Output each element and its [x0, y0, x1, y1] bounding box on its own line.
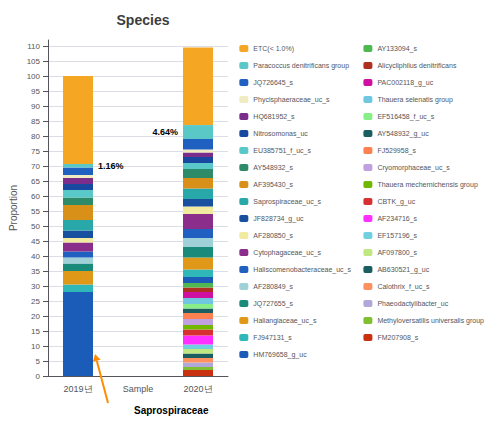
svg-text:60: 60	[31, 192, 40, 201]
svg-text:Saprospiraceae_uc_s: Saprospiraceae_uc_s	[253, 198, 321, 206]
svg-text:AY548932_s: AY548932_s	[253, 164, 293, 172]
svg-text:65: 65	[31, 177, 40, 186]
svg-text:Phaeodactylibacter_uc: Phaeodactylibacter_uc	[377, 300, 448, 308]
svg-text:30: 30	[31, 282, 40, 291]
svg-text:AF280850_s: AF280850_s	[253, 232, 293, 240]
svg-text:AB630521_g_uc: AB630521_g_uc	[377, 266, 429, 274]
svg-text:75: 75	[31, 147, 40, 156]
svg-text:40: 40	[31, 252, 40, 261]
svg-text:35: 35	[31, 267, 40, 276]
svg-text:100: 100	[27, 72, 41, 81]
svg-text:85: 85	[31, 117, 40, 126]
svg-text:2020년: 2020년	[183, 384, 212, 394]
svg-text:25: 25	[31, 297, 40, 306]
svg-text:1.16%: 1.16%	[98, 161, 124, 171]
svg-text:AY133094_s: AY133094_s	[377, 45, 417, 53]
svg-text:FJ947131_s: FJ947131_s	[253, 334, 292, 342]
svg-text:JQ726645_s: JQ726645_s	[253, 79, 293, 87]
svg-text:90: 90	[31, 102, 40, 111]
svg-text:Cryomorphaceae_uc_s: Cryomorphaceae_uc_s	[377, 164, 450, 172]
svg-text:110: 110	[27, 42, 40, 51]
svg-text:Proportion: Proportion	[8, 185, 19, 231]
svg-text:AY548932_g_uc: AY548932_g_uc	[377, 130, 429, 138]
svg-text:Thauera selenatis group: Thauera selenatis group	[377, 96, 453, 104]
svg-text:Sample: Sample	[123, 384, 154, 394]
svg-text:10: 10	[31, 342, 40, 351]
svg-text:CBTK_g_uc: CBTK_g_uc	[377, 198, 415, 206]
svg-text:FJ529958_s: FJ529958_s	[377, 147, 416, 155]
svg-text:70: 70	[31, 162, 40, 171]
svg-text:JQ727655_s: JQ727655_s	[253, 300, 293, 308]
svg-text:Haliangiaceae_uc_s: Haliangiaceae_uc_s	[253, 317, 317, 325]
svg-text:4.64%: 4.64%	[152, 127, 178, 137]
svg-text:HQ681952_s: HQ681952_s	[253, 113, 295, 121]
svg-text:20: 20	[31, 312, 40, 321]
svg-text:0: 0	[36, 372, 41, 381]
svg-text:50: 50	[31, 222, 40, 231]
svg-text:105: 105	[27, 57, 41, 66]
svg-text:5: 5	[36, 357, 41, 366]
svg-text:Alicycliphilus denitrificans: Alicycliphilus denitrificans	[377, 62, 456, 70]
svg-text:AF097800_s: AF097800_s	[377, 249, 417, 257]
svg-text:Nitrosomonas_uc: Nitrosomonas_uc	[253, 130, 308, 138]
svg-text:15: 15	[31, 327, 40, 336]
svg-text:ETC(< 1.0%): ETC(< 1.0%)	[253, 45, 294, 53]
svg-text:2019년: 2019년	[63, 384, 92, 394]
svg-text:FM207908_s: FM207908_s	[377, 334, 418, 342]
svg-text:PAC002118_g_uc: PAC002118_g_uc	[377, 79, 433, 87]
svg-text:Haliscomenobacteraceae_uc_s: Haliscomenobacteraceae_uc_s	[253, 266, 351, 274]
svg-text:EU385751_f_uc_s: EU385751_f_uc_s	[253, 147, 311, 155]
svg-text:55: 55	[31, 207, 40, 216]
svg-text:80: 80	[31, 132, 40, 141]
svg-text:Calothrix_f_uc_s: Calothrix_f_uc_s	[377, 283, 430, 291]
svg-text:AF280849_s: AF280849_s	[253, 283, 293, 291]
svg-text:95: 95	[31, 87, 40, 96]
svg-text:AF395430_s: AF395430_s	[253, 181, 293, 189]
svg-text:Species: Species	[117, 12, 170, 28]
svg-text:Saprospiraceae: Saprospiraceae	[134, 405, 209, 416]
svg-text:Methyloversatilis universalis: Methyloversatilis universalis group	[377, 317, 484, 325]
svg-text:AF234716_s: AF234716_s	[377, 215, 417, 223]
svg-text:HM769658_g_uc: HM769658_g_uc	[253, 351, 307, 359]
svg-text:45: 45	[31, 237, 40, 246]
svg-text:Paracoccus denitrificans group: Paracoccus denitrificans group	[253, 62, 349, 70]
svg-text:JF828734_g_uc: JF828734_g_uc	[253, 215, 304, 223]
svg-text:Thauera mechernichensis group: Thauera mechernichensis group	[377, 181, 477, 189]
svg-text:EF157196_s: EF157196_s	[377, 232, 417, 240]
svg-text:EF516458_f_uc_s: EF516458_f_uc_s	[377, 113, 434, 121]
svg-text:Cytophagaceae_uc_s: Cytophagaceae_uc_s	[253, 249, 321, 257]
svg-text:Phycisphaeraceae_uc_s: Phycisphaeraceae_uc_s	[253, 96, 330, 104]
